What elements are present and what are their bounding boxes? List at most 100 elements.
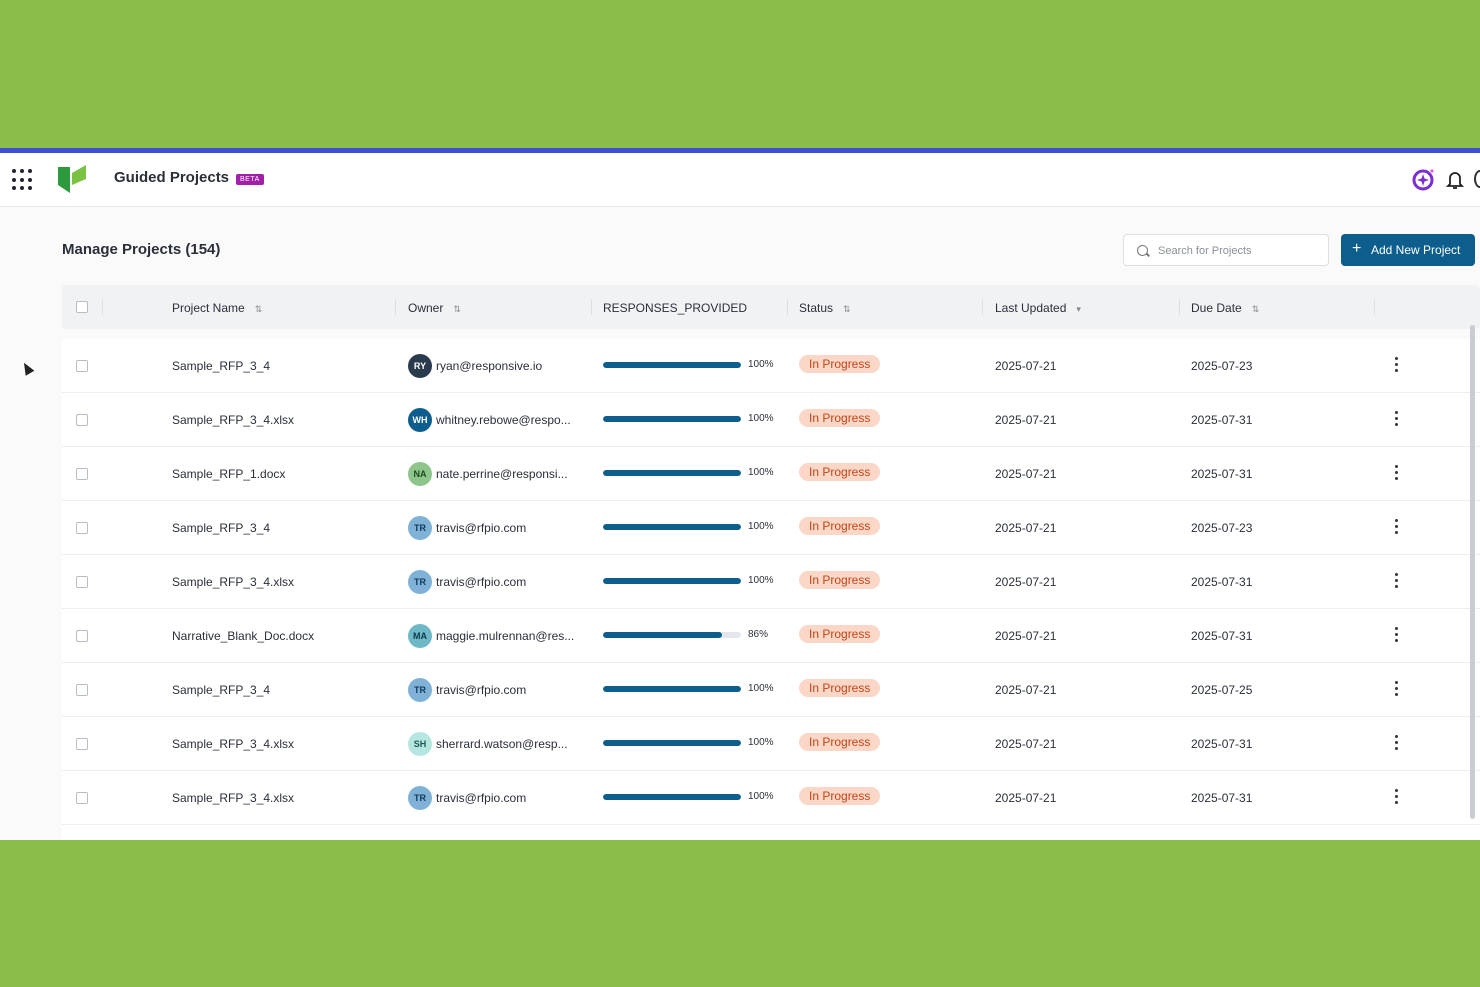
- project-name[interactable]: Sample_RFP_3_4.xlsx: [172, 791, 295, 805]
- column-header-owner[interactable]: Owner ⇅: [408, 301, 461, 315]
- last-updated-date: 2025-07-21: [995, 413, 1057, 427]
- due-date: 2025-07-25: [1191, 683, 1253, 697]
- responses-percent: 100%: [748, 413, 774, 424]
- responses-percent: 100%: [748, 467, 774, 478]
- more-options-icon[interactable]: [1395, 411, 1399, 427]
- avatar: TR: [408, 678, 432, 702]
- more-options-icon[interactable]: [1395, 681, 1399, 697]
- sort-desc-icon[interactable]: ▾: [1076, 304, 1081, 314]
- row-checkbox[interactable]: [76, 792, 88, 804]
- row-checkbox[interactable]: [76, 522, 88, 534]
- add-new-project-button[interactable]: + Add New Project: [1341, 234, 1475, 266]
- table-row[interactable]: Sample_RFP_1.docx NA nate.perrine@responsi…: [62, 447, 1480, 501]
- bell-icon[interactable]: [1446, 170, 1464, 190]
- responses-percent: 100%: [748, 737, 774, 748]
- responses-progress-bar: [603, 632, 741, 638]
- responses-progress-bar: [603, 470, 741, 476]
- column-divider: [1374, 299, 1375, 315]
- project-name[interactable]: Sample_RFP_3_4.xlsx: [172, 737, 295, 751]
- project-name[interactable]: Sample_RFP_3_4: [172, 359, 271, 373]
- table-row[interactable]: Sample_RFP_3_4.xlsxSHsherrard.watson@res…: [62, 825, 1480, 840]
- table-row[interactable]: Narrative_Blank_Doc.docx MA maggie.mulrenn…: [62, 609, 1480, 663]
- responses-progress-bar: [603, 578, 741, 584]
- column-header-last-updated[interactable]: Last Updated ▾: [995, 301, 1081, 315]
- due-date: 2025-07-23: [1191, 359, 1253, 373]
- avatar: SH: [408, 732, 432, 756]
- column-divider: [982, 299, 983, 315]
- avatar: RY: [408, 354, 432, 378]
- project-name[interactable]: Sample_RFP_3_4.xlsx: [172, 575, 295, 589]
- due-date: 2025-07-31: [1191, 629, 1253, 643]
- status-badge: In Progress: [799, 355, 881, 373]
- search-input[interactable]: [1156, 241, 1325, 261]
- sort-icon[interactable]: ⇅: [453, 304, 461, 314]
- main-content: Manage Projects (154) + Add New Project …: [0, 207, 1480, 840]
- status-badge: In Progress: [799, 679, 881, 697]
- owner-email: travis@rfpio.com: [436, 791, 527, 805]
- progress-fill: [603, 416, 741, 422]
- column-header-due-date[interactable]: Due Date ⇅: [1191, 301, 1259, 315]
- row-checkbox[interactable]: [76, 468, 88, 480]
- more-options-icon[interactable]: [1395, 357, 1399, 373]
- owner-email: travis@rfpio.com: [436, 683, 527, 697]
- row-checkbox[interactable]: [76, 360, 88, 372]
- sort-icon[interactable]: ⇅: [843, 304, 851, 314]
- table-row[interactable]: Sample_RFP_3_4 TR travis@rfpio.com 100% In P…: [62, 663, 1480, 717]
- status-badge: In Progress: [799, 463, 881, 481]
- table-row[interactable]: Sample_RFP_3_4 TR travis@rfpio.com 100% In P…: [62, 501, 1480, 555]
- row-checkbox[interactable]: [76, 630, 88, 642]
- profile-icon[interactable]: [1474, 170, 1480, 188]
- more-options-icon[interactable]: [1395, 465, 1399, 481]
- ai-assistant-icon[interactable]: [1411, 168, 1435, 192]
- project-name[interactable]: Narrative_Blank_Doc.docx: [172, 629, 315, 643]
- last-updated-date: 2025-07-21: [995, 467, 1057, 481]
- project-name[interactable]: Sample_RFP_3_4: [172, 521, 271, 535]
- progress-fill: [603, 524, 741, 530]
- project-name[interactable]: Sample_RFP_1.docx: [172, 467, 286, 481]
- due-date: 2025-07-31: [1191, 575, 1253, 589]
- table-row[interactable]: Sample_RFP_3_4.xlsx TR travis@rfpio.com 100…: [62, 555, 1480, 609]
- search-icon: [1137, 245, 1148, 256]
- logo[interactable]: [56, 163, 88, 195]
- column-header-status[interactable]: Status ⇅: [799, 301, 851, 315]
- last-updated-date: 2025-07-21: [995, 791, 1057, 805]
- responses-percent: 100%: [748, 359, 774, 370]
- column-header-project-name[interactable]: Project Name ⇅: [172, 301, 262, 315]
- sort-icon[interactable]: ⇅: [254, 304, 263, 314]
- column-label: Last Updated: [995, 301, 1067, 315]
- project-name[interactable]: Sample_RFP_3_4: [172, 683, 271, 697]
- row-checkbox[interactable]: [76, 738, 88, 750]
- table-row[interactable]: Sample_RFP_3_4.xlsx WH whitney.rebowe@resp…: [62, 393, 1480, 447]
- progress-fill: [603, 578, 741, 584]
- row-checkbox[interactable]: [76, 684, 88, 696]
- more-options-icon[interactable]: [1395, 519, 1399, 535]
- more-options-icon[interactable]: [1395, 735, 1399, 751]
- project-name[interactable]: Sample_RFP_3_4.xlsx: [172, 413, 295, 427]
- more-options-icon[interactable]: [1395, 789, 1399, 805]
- page-title: Manage Projects (154): [62, 241, 221, 258]
- more-options-icon[interactable]: [1395, 627, 1399, 643]
- progress-fill: [603, 686, 741, 692]
- vertical-scrollbar[interactable]: [1470, 325, 1475, 819]
- row-checkbox[interactable]: [76, 576, 88, 588]
- table-row[interactable]: Sample_RFP_3_4.xlsx TR travis@rfpio.com 100…: [62, 771, 1480, 825]
- owner-email: nate.perrine@responsi...: [436, 467, 568, 481]
- last-updated-date: 2025-07-21: [995, 521, 1057, 535]
- owner-email: whitney.rebowe@respo...: [436, 413, 571, 427]
- responses-progress-bar: [603, 686, 741, 692]
- progress-fill: [603, 470, 741, 476]
- projects-table: Project Name ⇅ Owner ⇅ RESPONSES_PROVIDED …: [62, 285, 1480, 840]
- column-divider: [591, 299, 592, 315]
- column-divider: [395, 299, 396, 315]
- apps-grid-icon[interactable]: [12, 169, 34, 191]
- responses-percent: 100%: [748, 683, 774, 694]
- select-all-checkbox[interactable]: [76, 301, 88, 313]
- sort-icon[interactable]: ⇅: [1251, 304, 1260, 314]
- owner-email: travis@rfpio.com: [436, 575, 527, 589]
- table-row[interactable]: Sample_RFP_3_4 RY ryan@responsive.io 100% In…: [62, 339, 1480, 393]
- due-date: 2025-07-31: [1191, 413, 1253, 427]
- due-date: 2025-07-31: [1191, 467, 1253, 481]
- row-checkbox[interactable]: [76, 414, 88, 426]
- more-options-icon[interactable]: [1395, 573, 1399, 589]
